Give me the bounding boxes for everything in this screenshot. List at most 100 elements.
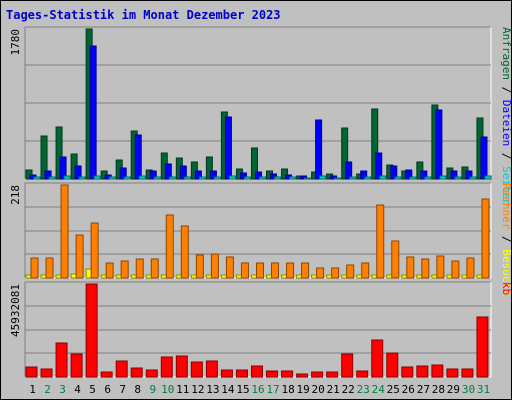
bar-rechner-day-7 (120, 260, 129, 279)
bar-kb-day-16 (250, 365, 263, 378)
x-tick-label-day-1: 1 (29, 383, 36, 396)
bar-dateien-day-4 (74, 165, 82, 180)
y-max-label: 45932081 (9, 284, 22, 337)
bar-kb-day-31 (476, 316, 489, 378)
legend-label: Seiten (500, 166, 511, 206)
bar-kb-day-24 (371, 339, 384, 378)
bar-rechner-day-21 (331, 267, 340, 279)
bar-dateien-day-15 (239, 172, 247, 180)
bar-seiten-day-3 (63, 175, 71, 180)
x-tick-label-day-11: 11 (176, 383, 189, 396)
bar-seiten-day-21 (334, 177, 342, 180)
y-max-label: 1780 (9, 29, 22, 56)
bar-rechner-day-31 (481, 198, 490, 279)
bar-seiten-day-28 (439, 175, 447, 180)
bar-seiten-day-10 (168, 176, 176, 180)
bar-dateien-day-31 (480, 136, 488, 180)
bar-rechner-day-30 (466, 257, 475, 279)
bar-rechner-day-29 (451, 260, 460, 279)
bar-rechner-day-4 (75, 234, 84, 279)
y-max-label: 218 (9, 185, 22, 205)
bar-seiten-day-20 (319, 175, 327, 180)
panel-middle: 218 Rechner / Besuche (9, 182, 511, 296)
bar-dateien-day-22 (345, 161, 353, 180)
bar-dateien-day-27 (420, 170, 428, 180)
x-tick-label-day-13: 13 (206, 383, 219, 396)
bar-dateien-day-16 (254, 171, 262, 180)
x-tick-label-day-31: 31 (477, 383, 490, 396)
bar-dateien-day-24 (375, 152, 383, 180)
bar-kb-day-9 (145, 369, 158, 378)
bar-kb-day-18 (281, 370, 294, 378)
right-legend-bottom: kb (500, 282, 511, 295)
bar-kb-day-11 (175, 355, 188, 378)
bar-dateien-day-11 (179, 165, 187, 180)
bar-seiten-day-14 (228, 175, 236, 180)
bar-rechner-day-27 (421, 258, 430, 279)
x-tick-label-day-23: 23 (357, 383, 370, 396)
bar-dateien-day-10 (164, 163, 172, 180)
bar-seiten-day-26 (409, 176, 417, 180)
x-tick-label-day-26: 26 (402, 383, 415, 396)
bar-kb-day-10 (160, 356, 173, 378)
x-tick-label-day-6: 6 (104, 383, 111, 396)
x-tick-label-day-21: 21 (327, 383, 340, 396)
x-tick-label-day-8: 8 (134, 383, 141, 396)
x-tick-label-day-14: 14 (221, 383, 235, 396)
x-tick-label-day-5: 5 (89, 383, 96, 396)
bar-kb-day-2 (40, 368, 53, 378)
bar-kb-day-23 (356, 370, 369, 378)
bar-rechner-day-1 (30, 257, 39, 279)
bar-kb-day-12 (190, 361, 203, 378)
bar-rechner-day-28 (436, 255, 445, 279)
bar-rechner-day-8 (135, 258, 144, 279)
x-tick-label-day-22: 22 (342, 383, 355, 396)
x-tick-label-day-7: 7 (119, 383, 126, 396)
bar-rechner-day-25 (391, 240, 400, 279)
x-tick-label-day-28: 28 (432, 383, 445, 396)
legend-label: / (500, 146, 511, 166)
bar-rechner-day-14 (225, 256, 234, 279)
bar-rechner-day-15 (240, 262, 249, 279)
bar-kb-day-29 (446, 368, 459, 378)
bar-dateien-day-26 (405, 169, 413, 180)
x-tick-label-day-18: 18 (281, 383, 294, 396)
bar-kb-day-15 (235, 369, 248, 378)
bar-rechner-day-2 (45, 257, 54, 279)
bar-kb-day-20 (311, 371, 324, 378)
x-tick-label-day-4: 4 (74, 383, 81, 396)
bar-seiten-day-8 (138, 175, 146, 180)
right-legend-top: Anfragen / Dateien / Seiten (500, 27, 511, 206)
bar-dateien-day-5 (89, 45, 97, 180)
bar-seiten-day-22 (349, 176, 357, 180)
bar-seiten-day-30 (469, 176, 477, 180)
bar-rechner-day-20 (316, 267, 325, 279)
x-tick-label-day-10: 10 (161, 383, 174, 396)
bar-kb-day-25 (386, 352, 399, 378)
bar-dateien-day-28 (435, 109, 443, 180)
bar-seiten-day-17 (274, 176, 282, 180)
bar-dateien-day-3 (59, 156, 67, 180)
bar-dateien-day-8 (134, 134, 142, 180)
bar-rechner-day-3 (60, 184, 69, 279)
bar-seiten-day-24 (379, 175, 387, 180)
bar-dateien-day-2 (44, 170, 52, 180)
chart-title: Tages-Statistik im Monat Dezember 2023 (6, 8, 281, 22)
x-tick-label-day-9: 9 (149, 383, 156, 396)
right-legend-middle: Rechner / Besuche (500, 183, 511, 296)
bar-kb-day-14 (220, 369, 233, 378)
bar-rechner-day-11 (180, 225, 189, 279)
panel-bottom: 45932081 kb (9, 281, 511, 378)
bar-rechner-day-6 (105, 262, 114, 279)
bar-kb-day-28 (431, 364, 444, 378)
bar-anfragen-day-24 (371, 108, 379, 180)
bar-rechner-day-5 (90, 222, 99, 279)
bar-dateien-day-29 (450, 170, 458, 180)
legend-label: / (500, 229, 511, 249)
bar-rechner-day-10 (165, 214, 174, 279)
bar-rechner-day-16 (255, 262, 264, 279)
bar-anfragen-day-2 (40, 135, 48, 180)
bar-seiten-day-27 (424, 176, 432, 180)
bar-kb-day-27 (416, 365, 429, 378)
